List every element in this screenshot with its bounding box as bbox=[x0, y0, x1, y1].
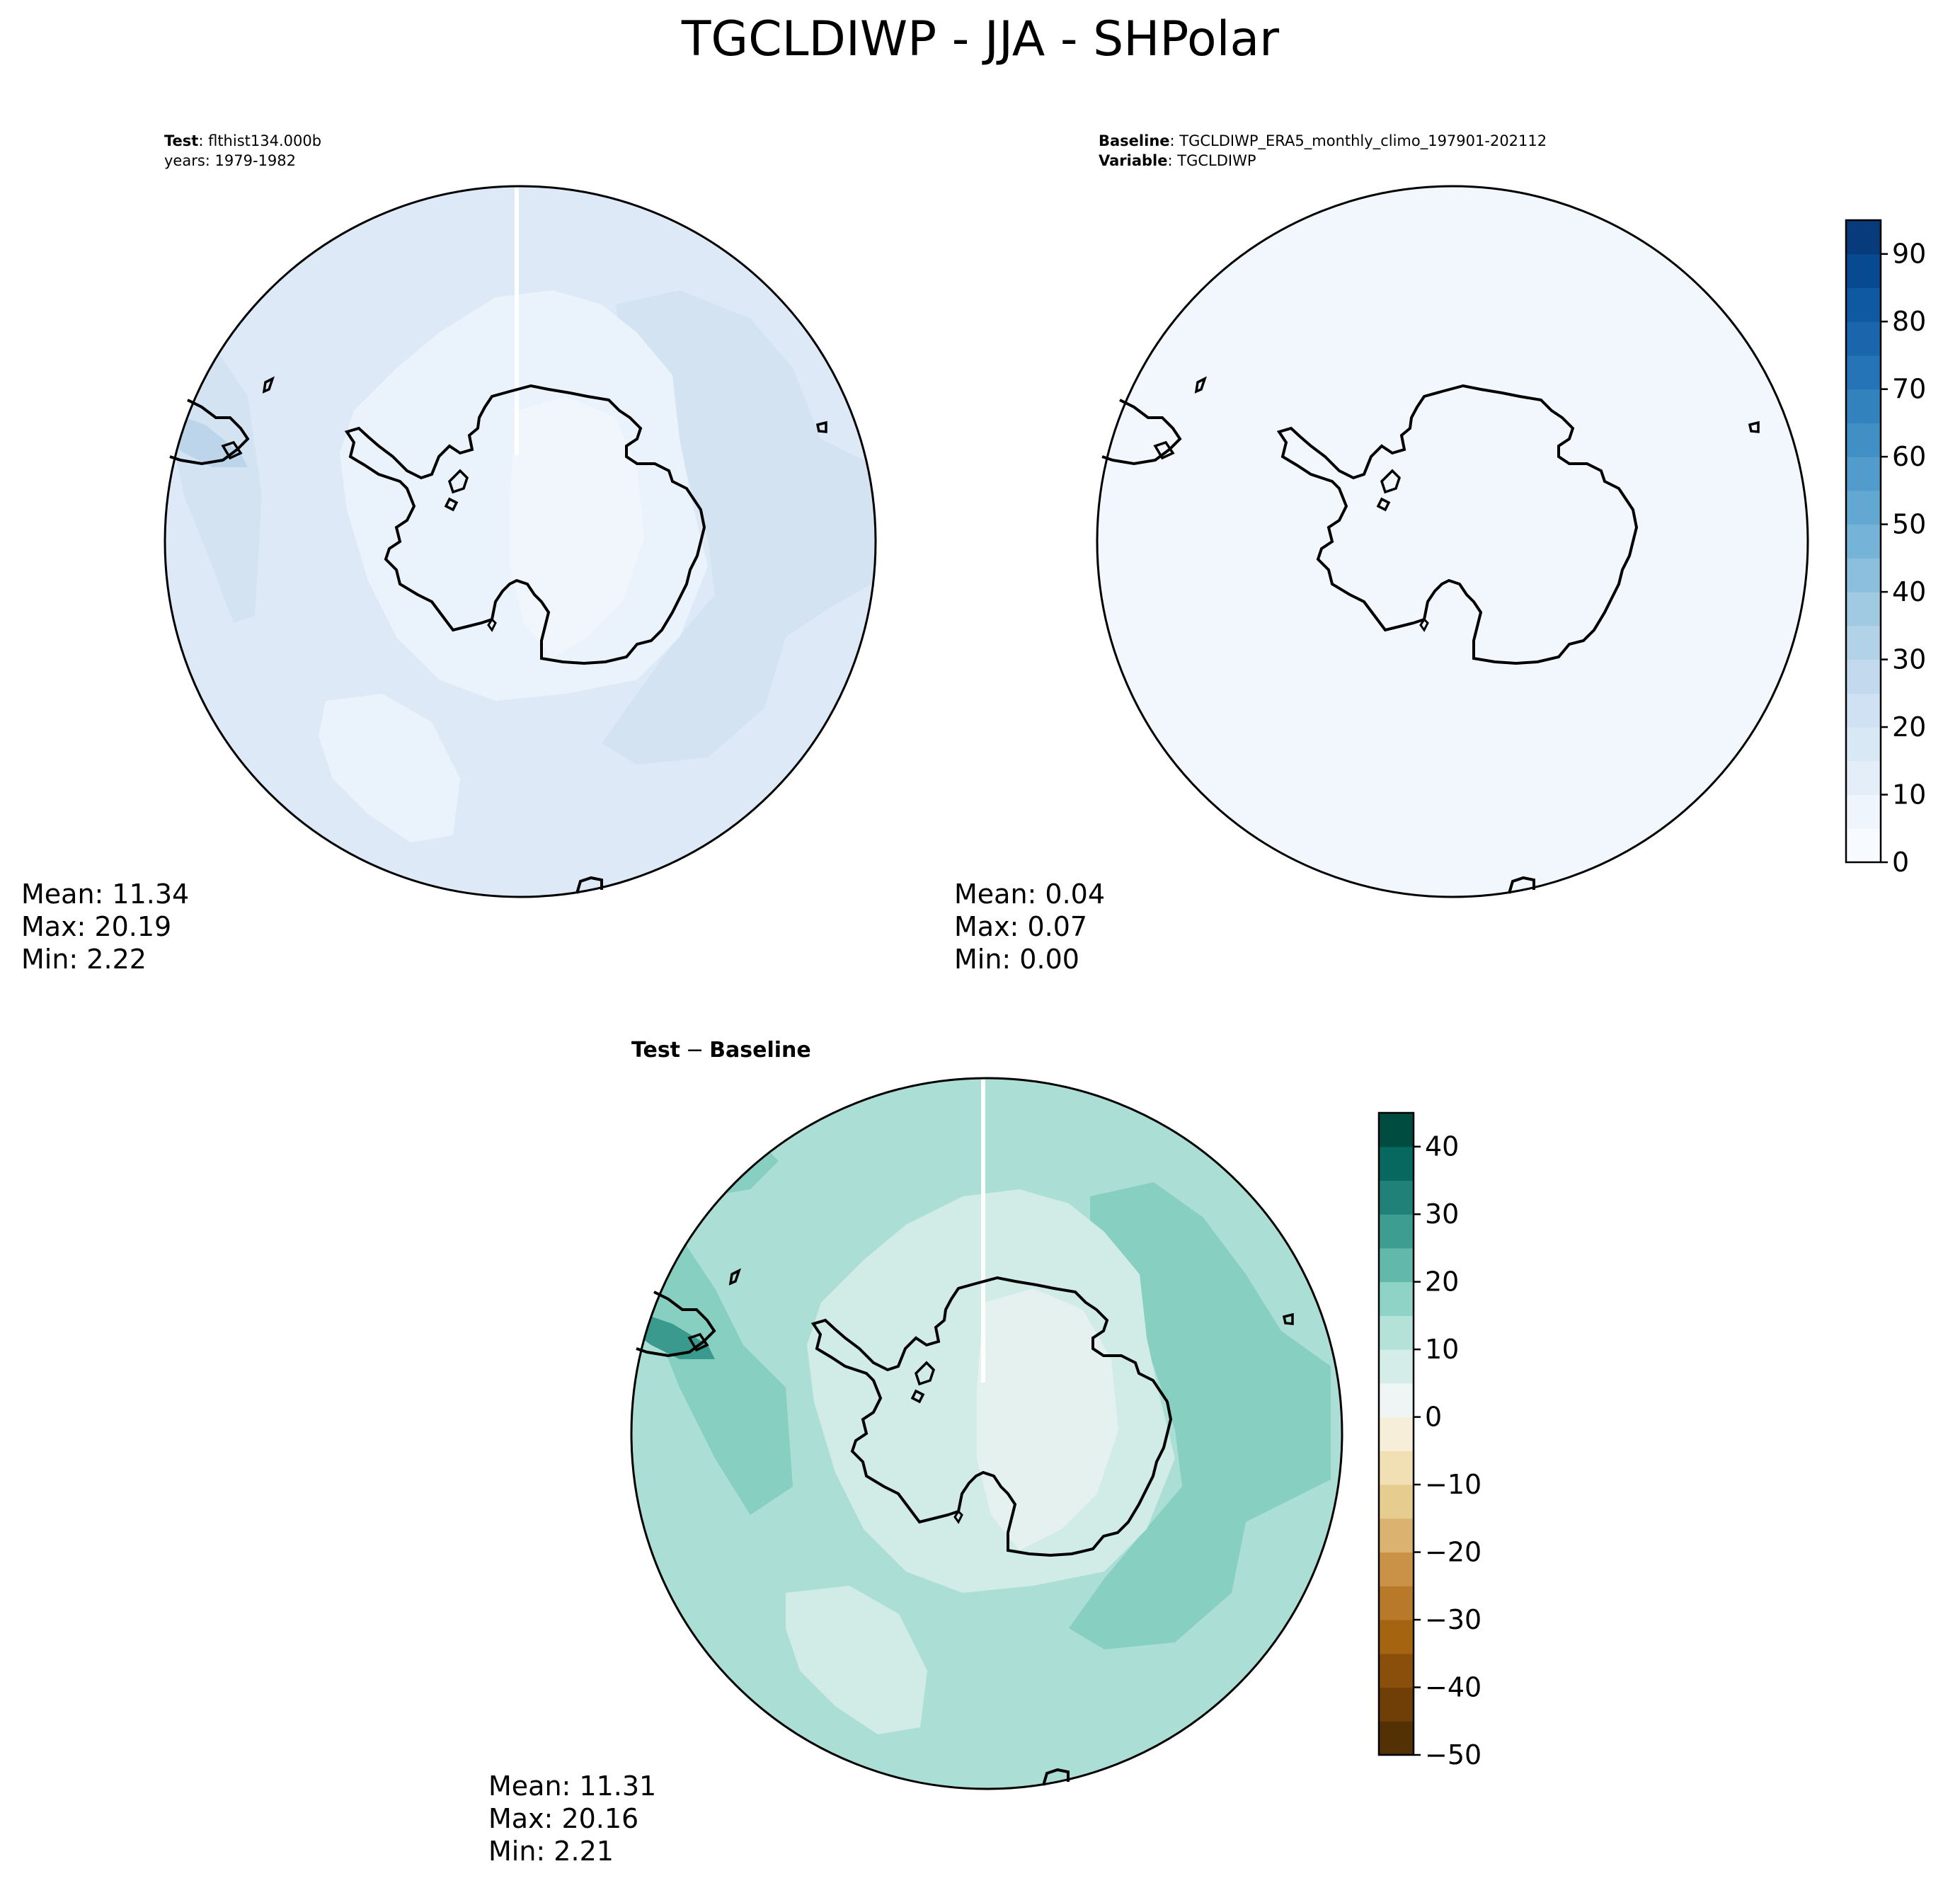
colorbar-diff-level bbox=[1379, 1281, 1414, 1316]
colorbar-diff-level bbox=[1379, 1518, 1414, 1553]
colorbar-abs-tick-label: 80 bbox=[1892, 306, 1926, 337]
colorbar-diff-tick-label: 40 bbox=[1425, 1131, 1459, 1162]
test-years: years: 1979-1982 bbox=[164, 152, 296, 169]
test-max: Max: 20.19 bbox=[21, 911, 171, 942]
colorbar-diff-tick-label: −50 bbox=[1425, 1739, 1482, 1770]
colorbar-diff-level bbox=[1379, 1247, 1414, 1283]
diff-max: Max: 20.16 bbox=[488, 1803, 638, 1834]
colorbar-abs-level bbox=[1846, 659, 1881, 694]
diff-panel: Test − Baseline Mean: 11.31 Max: 20.16 Min… bbox=[488, 1038, 1482, 1867]
colorbar-diff-level bbox=[1379, 1383, 1414, 1418]
diff-title-minus: − bbox=[686, 1038, 704, 1063]
colorbar-abs-tick-label: 90 bbox=[1892, 239, 1926, 270]
baseline-label: Baseline: TGCLDIWP_ERA5_monthly_climo_19… bbox=[1099, 132, 1547, 150]
colorbar-abs-level bbox=[1846, 558, 1881, 593]
baseline-panel: Baseline: TGCLDIWP_ERA5_monthly_climo_19… bbox=[954, 132, 1926, 975]
colorbar-diff-tick-label: −10 bbox=[1425, 1469, 1482, 1500]
baseline-max: Max: 0.07 bbox=[954, 911, 1087, 942]
colorbar-diff-level bbox=[1379, 1451, 1414, 1485]
baseline-variable-value: TGCLDIWP bbox=[1176, 152, 1256, 169]
colorbar-diff-level bbox=[1379, 1180, 1414, 1215]
colorbar-abs-tick-label: 0 bbox=[1892, 847, 1909, 878]
colorbar-diff-level bbox=[1379, 1417, 1414, 1451]
colorbar-abs-level bbox=[1846, 592, 1881, 627]
colorbar-abs-level bbox=[1846, 253, 1881, 288]
baseline-label-value: TGCLDIWP_ERA5_monthly_climo_197901-20211… bbox=[1179, 132, 1547, 150]
diff-title-test: Test bbox=[631, 1038, 680, 1063]
colorbar-abs-frame bbox=[1845, 219, 1882, 864]
colorbar-abs-level bbox=[1846, 693, 1881, 728]
colorbar-diff-level bbox=[1379, 1687, 1414, 1722]
test-label-bold: Test bbox=[164, 132, 198, 149]
baseline-variable-sep: : bbox=[1167, 152, 1177, 169]
test-label-value: flthist134.000b bbox=[208, 132, 321, 149]
colorbar-diff-level bbox=[1379, 1146, 1414, 1181]
colorbar-diff-tick-label: 10 bbox=[1425, 1334, 1459, 1365]
colorbar-diff-level bbox=[1379, 1620, 1414, 1654]
test-label: Test: flthist134.000b bbox=[164, 132, 321, 149]
colorbar-abs-level bbox=[1846, 524, 1881, 559]
colorbar-abs-level bbox=[1846, 828, 1881, 863]
baseline-variable: Variable: TGCLDIWP bbox=[1099, 152, 1256, 169]
colorbar-abs-tick-label: 50 bbox=[1892, 509, 1926, 540]
colorbar-diff-level bbox=[1379, 1113, 1414, 1148]
colorbar-abs-level bbox=[1846, 287, 1881, 322]
colorbar-abs-level bbox=[1846, 220, 1881, 255]
colorbar-diff-level bbox=[1379, 1721, 1414, 1756]
diff-title-baseline: Baseline bbox=[709, 1038, 811, 1063]
colorbar-diff-level bbox=[1379, 1315, 1414, 1350]
colorbar-abs-tick-label: 60 bbox=[1892, 441, 1926, 472]
colorbar-abs-level bbox=[1846, 321, 1881, 356]
colorbar-diff-level bbox=[1379, 1214, 1414, 1249]
baseline-map bbox=[1097, 186, 1808, 897]
test-map bbox=[165, 186, 876, 897]
figure-title: TGCLDIWP - JJA - SHPolar bbox=[681, 11, 1279, 67]
colorbar-diff-tick-label: 0 bbox=[1425, 1402, 1442, 1433]
colorbar-abs-level bbox=[1846, 423, 1881, 457]
baseline-label-sep: : bbox=[1170, 132, 1180, 149]
colorbar-abs-level bbox=[1846, 625, 1881, 660]
colorbar-diff-tick-label: −20 bbox=[1425, 1537, 1482, 1568]
colorbar-abs-level bbox=[1846, 727, 1881, 762]
baseline-variable-bold: Variable bbox=[1099, 152, 1167, 169]
colorbar-abs: 0 10 20 30 40 50 60 70 80 90 bbox=[1845, 219, 1926, 878]
test-mean: Mean: 11.34 bbox=[21, 879, 189, 910]
colorbar-diff-level bbox=[1379, 1484, 1414, 1519]
colorbar-diff-level bbox=[1379, 1653, 1414, 1688]
colorbar-diff-level bbox=[1379, 1552, 1414, 1586]
diff-title: Test − Baseline bbox=[631, 1038, 811, 1063]
colorbar-diff-tick-label: −30 bbox=[1425, 1604, 1482, 1635]
diff-map bbox=[631, 1078, 1342, 1789]
colorbar-diff: 40 30 20 10 0 −10 −20 −30 −40 −50 bbox=[1377, 1111, 1482, 1770]
colorbar-abs-level bbox=[1846, 457, 1881, 491]
baseline-min: Min: 0.00 bbox=[954, 944, 1079, 975]
colorbar-abs-level bbox=[1846, 794, 1881, 829]
colorbar-diff-level bbox=[1379, 1349, 1414, 1384]
baseline-label-bold: Baseline bbox=[1099, 132, 1170, 149]
baseline-mean: Mean: 0.04 bbox=[954, 879, 1105, 910]
colorbar-abs-level bbox=[1846, 760, 1881, 796]
colorbar-abs-tick-label: 30 bbox=[1892, 644, 1926, 675]
diff-mean: Mean: 11.31 bbox=[488, 1770, 656, 1802]
test-min: Min: 2.22 bbox=[21, 944, 147, 975]
colorbar-abs-tick-label: 70 bbox=[1892, 374, 1926, 405]
colorbar-diff-frame bbox=[1377, 1111, 1415, 1756]
colorbar-abs-level bbox=[1846, 389, 1881, 423]
diff-min: Min: 2.21 bbox=[488, 1836, 614, 1867]
test-label-sep: : bbox=[198, 132, 208, 149]
colorbar-abs-tick-label: 10 bbox=[1892, 779, 1926, 811]
colorbar-diff-tick-label: 30 bbox=[1425, 1198, 1459, 1230]
colorbar-abs-tick-label: 40 bbox=[1892, 576, 1926, 607]
colorbar-diff-level bbox=[1379, 1586, 1414, 1620]
colorbar-abs-tick-label: 20 bbox=[1892, 711, 1926, 743]
colorbar-abs-level bbox=[1846, 355, 1881, 390]
colorbar-diff-tick-label: 20 bbox=[1425, 1266, 1459, 1298]
test-panel: Test: flthist134.000b years: 1979-1982 M… bbox=[21, 132, 877, 975]
colorbar-diff-tick-label: −40 bbox=[1425, 1672, 1482, 1703]
colorbar-abs-level bbox=[1846, 490, 1881, 525]
